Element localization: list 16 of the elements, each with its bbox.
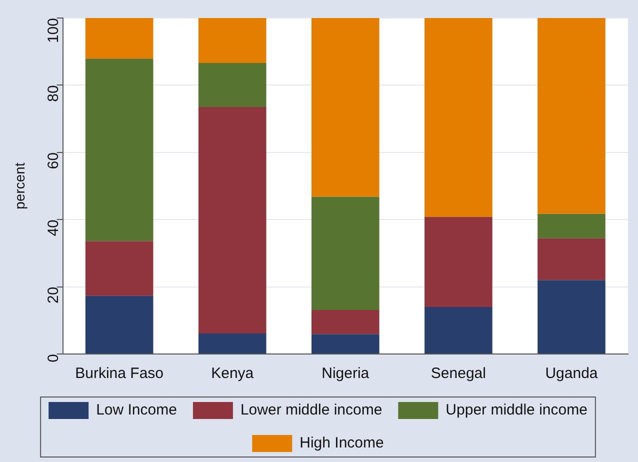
y-tick-label: 60 (44, 152, 62, 170)
x-tick-label: Burkina Faso (75, 365, 164, 382)
y-axis-title: percent (11, 162, 28, 210)
y-tick-label: 20 (44, 286, 62, 304)
legend-label: Low Income (96, 402, 177, 419)
y-tick-label: 40 (44, 220, 62, 236)
legend-label: Lower middle income (240, 402, 382, 419)
y-tick-label: 0 (44, 354, 62, 362)
legend-label: High Income (300, 434, 384, 452)
y-tick-label: 80 (44, 85, 62, 102)
legend-label: Upper middle income (446, 402, 588, 419)
x-tick-label: Uganda (545, 365, 598, 382)
y-tick-label: 100 (44, 18, 62, 44)
x-tick-label: Kenya (211, 365, 254, 382)
x-tick-label: Nigeria (322, 365, 370, 382)
x-tick-label: Senegal (430, 365, 486, 382)
